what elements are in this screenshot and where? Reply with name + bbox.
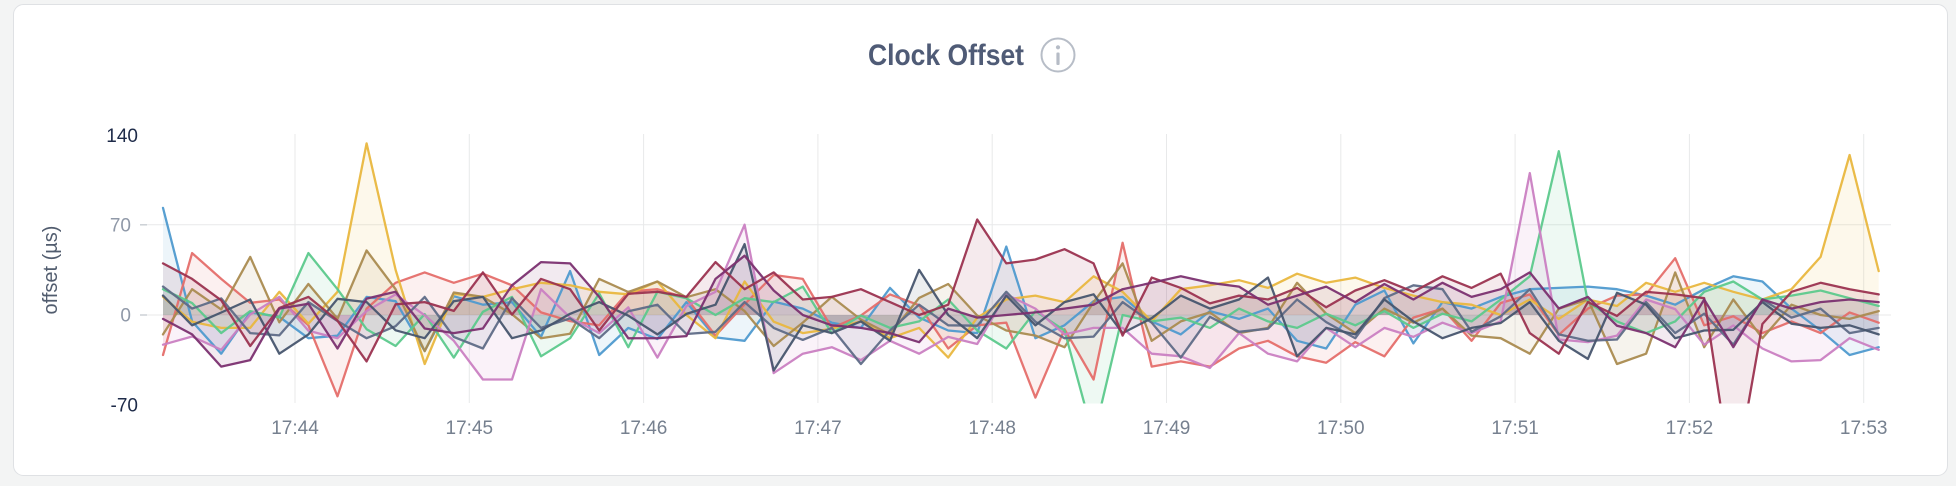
svg-text:17:49: 17:49 [1143, 418, 1191, 439]
svg-text:17:45: 17:45 [446, 418, 494, 439]
svg-text:17:47: 17:47 [794, 418, 842, 439]
svg-text:Clock Offset: Clock Offset [868, 39, 1024, 72]
svg-text:70: 70 [110, 216, 131, 237]
svg-text:17:51: 17:51 [1491, 418, 1539, 439]
svg-text:140: 140 [106, 126, 138, 147]
svg-text:0: 0 [120, 306, 131, 327]
svg-text:offset (µs): offset (µs) [40, 226, 62, 315]
svg-text:17:50: 17:50 [1317, 418, 1365, 439]
svg-text:17:44: 17:44 [271, 418, 319, 439]
svg-text:17:52: 17:52 [1666, 418, 1714, 439]
svg-text:17:48: 17:48 [968, 418, 1016, 439]
svg-text:17:53: 17:53 [1840, 418, 1888, 439]
svg-text:17:46: 17:46 [620, 418, 668, 439]
svg-text:-70: -70 [111, 396, 138, 417]
